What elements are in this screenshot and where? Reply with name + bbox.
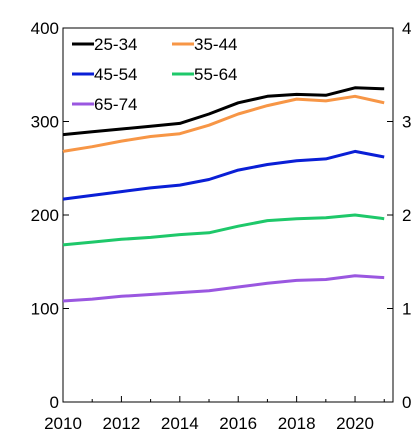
x-tick-label: 2020 — [336, 414, 374, 433]
legend-label: 45-54 — [94, 65, 137, 84]
legend-item-25-34: 25-34 — [72, 35, 137, 54]
series-line-35-44 — [62, 94, 385, 153]
series-line-45-54 — [62, 149, 385, 201]
legend-item-55-64: 55-64 — [172, 65, 237, 84]
y-right-tick-label: 2 — [402, 206, 411, 225]
x-tick-label: 2018 — [278, 414, 316, 433]
x-tick-label: 2012 — [102, 414, 140, 433]
y-right-tick-label: 4 — [402, 19, 411, 38]
y-tick-label: 200 — [31, 206, 59, 225]
x-tick-label: 2016 — [219, 414, 257, 433]
y-right-tick-label: 1 — [402, 300, 411, 319]
y-right-tick-label: 3 — [402, 113, 411, 132]
x-tick-label: 2014 — [161, 414, 199, 433]
legend-label: 65-74 — [94, 95, 137, 114]
series-layer — [62, 86, 385, 303]
x-tick-label: 2010 — [44, 414, 82, 433]
legend-label: 55-64 — [194, 65, 237, 84]
legend-label: 25-34 — [94, 35, 137, 54]
y-tick-label: 300 — [31, 113, 59, 132]
legend-label: 35-44 — [194, 35, 237, 54]
axis-layer: 0 100 200 300 400 0 1 2 3 4 2010 2012 2014 2016 2018 20… — [31, 19, 412, 433]
y-right-tick-label: 0 — [402, 393, 411, 412]
series-line-25-34 — [62, 86, 385, 137]
legend-item-45-54: 45-54 — [72, 65, 137, 84]
series-line-65-74 — [62, 274, 385, 303]
legend-item-35-44: 35-44 — [172, 35, 237, 54]
y-tick-label: 100 — [31, 300, 59, 319]
series-line-55-64 — [62, 213, 385, 247]
legend-item-65-74: 65-74 — [72, 95, 137, 114]
y-tick-label: 400 — [31, 19, 59, 38]
y-tick-label: 0 — [50, 393, 59, 412]
legend: 25-34 35-44 45-54 55-64 65-74 — [72, 35, 237, 114]
